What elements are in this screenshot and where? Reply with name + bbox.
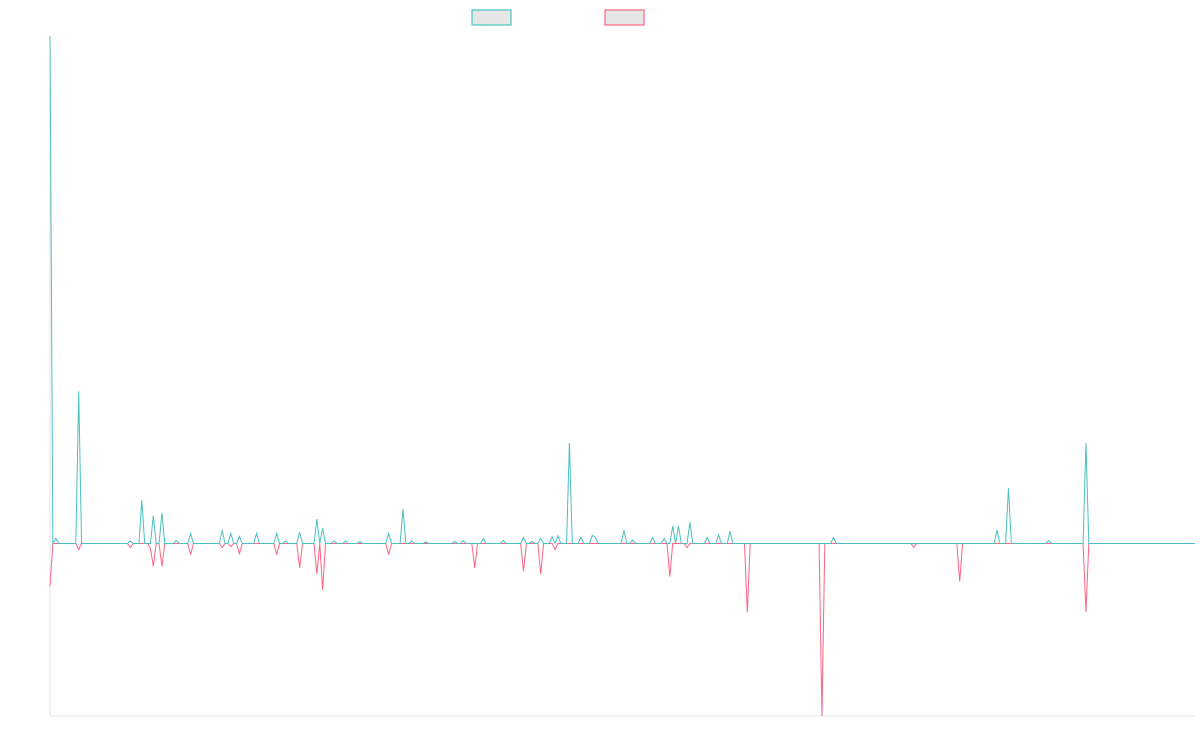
legend-swatch-1[interactable] (471, 9, 512, 26)
series-layer (49, 35, 1195, 717)
legend-swatch-2[interactable] (604, 9, 645, 26)
series-line-1 (49, 35, 1195, 546)
series-line-2 (49, 542, 1195, 717)
legend[interactable] (471, 9, 645, 26)
axes (49, 36, 1195, 717)
